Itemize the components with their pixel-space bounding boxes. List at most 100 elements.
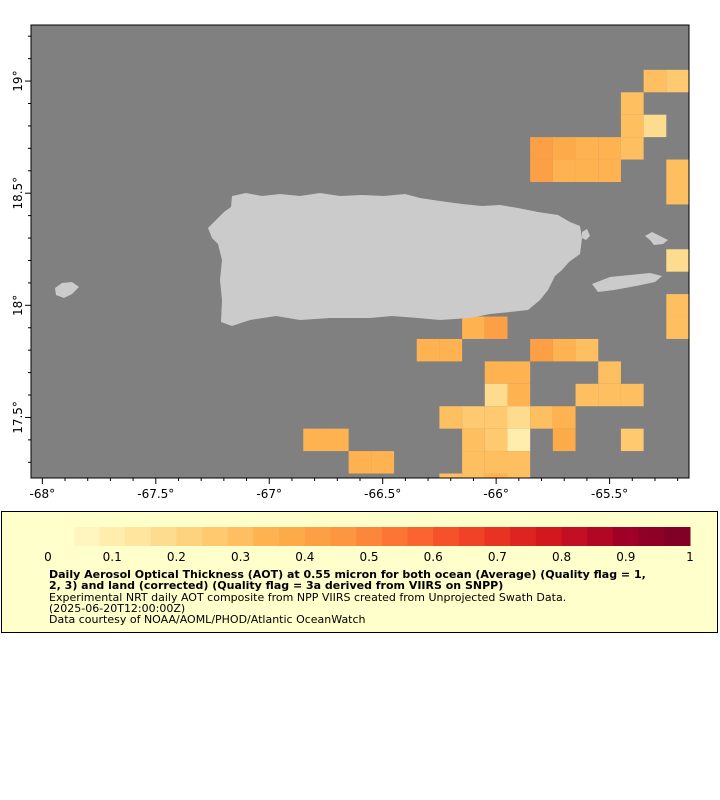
- lat-tick-label: 18°: [11, 295, 25, 316]
- lon-tick-label: -65.5°: [591, 487, 628, 501]
- aot-cell: [620, 383, 644, 407]
- aot-cell: [530, 406, 553, 429]
- aot-cell: [575, 159, 599, 182]
- colorbar-tick-label: 0: [44, 550, 52, 564]
- aot-cell: [371, 451, 395, 474]
- aot-cell: [484, 451, 508, 474]
- aot-cell: [325, 428, 349, 452]
- land-masses: [55, 193, 668, 326]
- colorbar-step: [304, 527, 331, 546]
- aot-cell: [620, 92, 644, 115]
- colorbar-step: [612, 527, 640, 546]
- puerto-rico-land: [208, 193, 582, 326]
- colorbar-step: [458, 527, 486, 546]
- colorbar-step: [253, 527, 280, 546]
- aot-cell: [462, 451, 485, 474]
- aot-cell: [348, 451, 372, 474]
- aot-cell: [598, 383, 621, 407]
- colorbar-step: [484, 527, 511, 546]
- colorbar-step: [407, 527, 434, 546]
- colorbar-tick-label: 1: [686, 550, 694, 564]
- aot-cell: [484, 428, 508, 452]
- aot-cell: [416, 338, 440, 362]
- colorbar-step: [587, 527, 614, 546]
- aot-cell: [462, 473, 485, 478]
- colorbar-step: [561, 527, 588, 546]
- lon-tick-label: -66.5°: [364, 487, 401, 501]
- aot-cell: [484, 316, 508, 339]
- aot-cell: [462, 316, 485, 339]
- legend-panel: 0 0.1 0.2 0.3 0.4 0.5 0.6 0.7 0.8 0.9 1 Daily Aero…: [1, 511, 718, 633]
- aot-cells: [303, 69, 689, 478]
- aot-cell: [620, 114, 644, 138]
- colorbar-step: [510, 527, 537, 546]
- colorbar-tick-label: 0.7: [488, 550, 507, 564]
- aot-cell: [643, 69, 667, 93]
- colorbar-step: [48, 527, 75, 546]
- aot-cell: [484, 473, 508, 478]
- colorbar-step: [227, 527, 254, 546]
- colorbar-step: [150, 527, 177, 546]
- aot-cell: [507, 406, 531, 429]
- colorbar-tick-label: 0.1: [103, 550, 122, 564]
- colorbar-tick-label: 0.6: [424, 550, 443, 564]
- legend-timestamp: (2025-06-20T12:00:00Z): [49, 602, 186, 615]
- aot-cell: [507, 451, 531, 474]
- aot-cell: [530, 137, 553, 160]
- aot-cell: [484, 361, 508, 384]
- colorbar-step: [99, 527, 126, 546]
- islet-land: [582, 229, 590, 240]
- colorbar-step: [638, 527, 665, 546]
- aot-cell: [666, 181, 689, 205]
- aot-cell: [598, 159, 621, 182]
- aot-cell: [598, 137, 621, 160]
- aot-cell: [530, 159, 553, 182]
- colorbar-step: [202, 527, 229, 546]
- aot-cell: [552, 428, 576, 452]
- aot-cell: [552, 137, 576, 160]
- lon-tick-label: -66°: [483, 487, 509, 501]
- colorbar-step: [176, 527, 203, 546]
- aot-cell: [575, 137, 599, 160]
- mona-island-land: [55, 282, 79, 298]
- legend-description: Experimental NRT daily AOT composite fro…: [49, 591, 567, 604]
- colorbar-step: [664, 527, 691, 546]
- colorbar-step: [125, 527, 152, 546]
- aot-cell: [666, 159, 689, 182]
- aot-cell: [552, 406, 576, 429]
- legend-credit: Data courtesy of NOAA/AOML/PHOD/Atlantic…: [49, 613, 366, 626]
- colorbar: 0 0.1 0.2 0.3 0.4 0.5 0.6 0.7 0.8 0.9 1: [44, 527, 694, 564]
- colorbar-step: [381, 527, 409, 546]
- aot-cell: [598, 361, 621, 384]
- colorbar-step: [535, 527, 563, 546]
- aot-cell: [666, 294, 689, 317]
- vieques-land: [592, 273, 662, 292]
- aot-cell: [462, 406, 485, 429]
- aot-cell: [303, 428, 326, 452]
- aot-cell: [439, 338, 463, 362]
- colorbar-step: [279, 527, 306, 546]
- aot-cell: [484, 383, 508, 407]
- lat-tick-label: 17.5°: [11, 401, 25, 434]
- aot-cell: [507, 473, 531, 478]
- lon-tick-label: -67.5°: [137, 487, 174, 501]
- aot-cell: [552, 338, 576, 362]
- aot-cell: [439, 473, 463, 478]
- aot-cell: [575, 383, 599, 407]
- aot-map: 17.5° 18° 18.5° 19° -68° -67.5° -67° -66.5° -66…: [11, 24, 690, 501]
- aot-cell: [552, 159, 576, 182]
- colorbar-tick-label: 0.5: [359, 550, 378, 564]
- aot-cell: [666, 69, 689, 93]
- legend-title: Daily Aerosol Optical Thickness (AOT) at…: [49, 568, 646, 592]
- longitude-axis: -68° -67.5° -67° -66.5° -66° -65.5°: [30, 478, 679, 501]
- aot-cell: [666, 249, 689, 272]
- aot-cell: [530, 338, 553, 362]
- colorbar-step: [73, 527, 100, 546]
- culebra-land: [645, 232, 668, 245]
- aot-cell: [439, 406, 463, 429]
- aot-cell: [620, 428, 644, 452]
- colorbar-tick-label: 0.2: [167, 550, 186, 564]
- aot-cell: [507, 428, 531, 452]
- aot-cell: [484, 406, 508, 429]
- aot-cell: [462, 428, 485, 452]
